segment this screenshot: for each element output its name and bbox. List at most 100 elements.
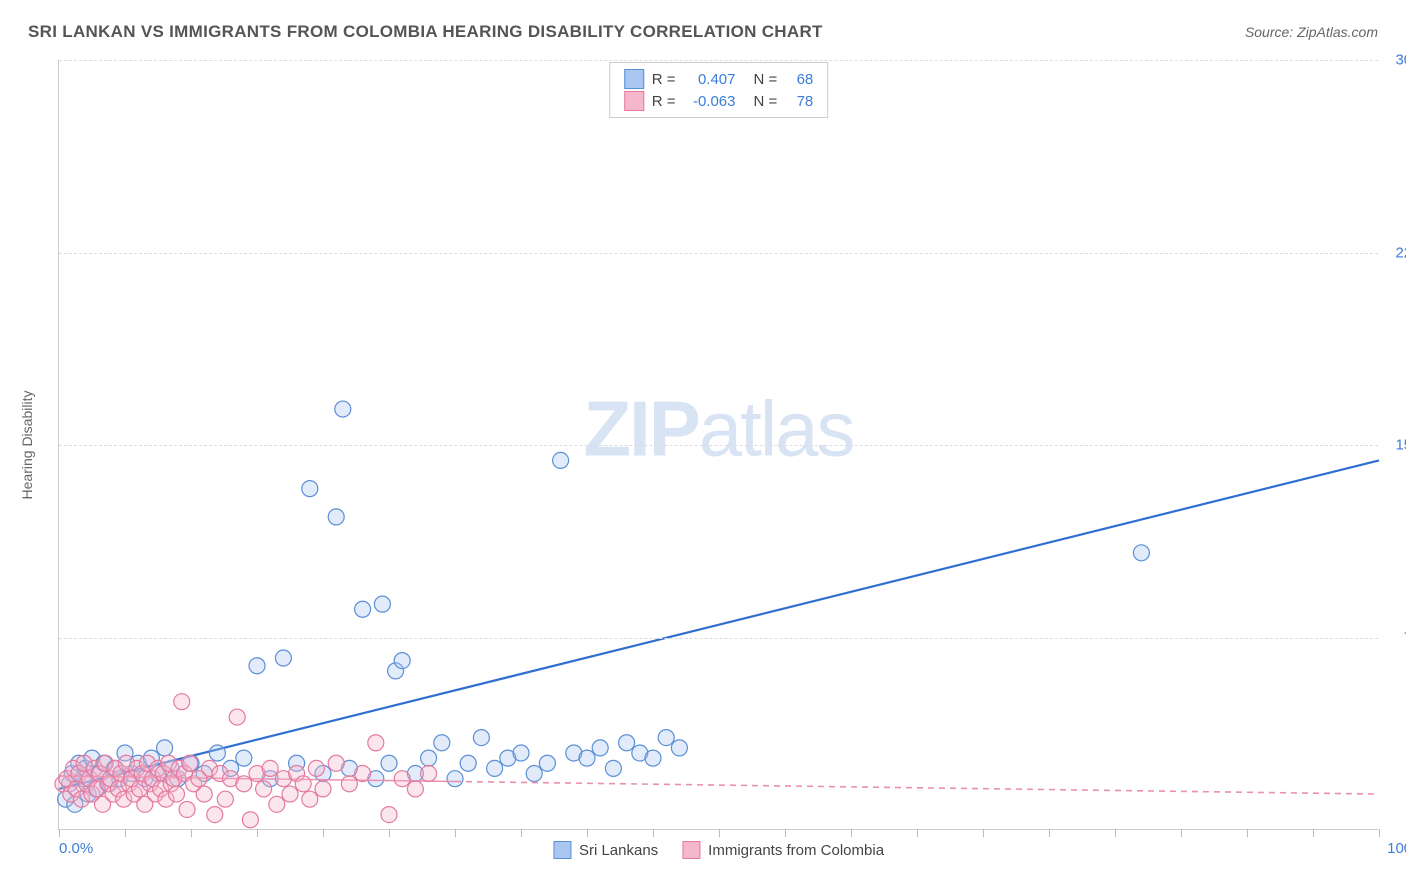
legend-label: Sri Lankans	[579, 842, 658, 859]
stats-row: R =0.407N =68	[624, 68, 814, 90]
data-point	[381, 755, 397, 771]
y-tick-label: 30.0%	[1383, 52, 1406, 69]
legend-item: Sri Lankans	[553, 841, 658, 859]
data-point	[207, 807, 223, 823]
data-point	[196, 786, 212, 802]
y-axis-label: Hearing Disability	[19, 390, 35, 499]
data-point	[381, 807, 397, 823]
data-point	[315, 781, 331, 797]
x-tick	[917, 829, 918, 837]
x-tick	[1379, 829, 1380, 837]
gridline	[59, 60, 1378, 61]
y-tick-label: 15.0%	[1383, 437, 1406, 454]
chart-header: SRI LANKAN VS IMMIGRANTS FROM COLOMBIA H…	[0, 0, 1406, 42]
x-tick	[455, 829, 456, 837]
x-tick	[125, 829, 126, 837]
x-tick	[257, 829, 258, 837]
stats-row: R = -0.063 N = 78	[624, 90, 814, 112]
data-point	[355, 766, 371, 782]
stats-legend: R =0.407N =68R =-0.063N =78	[609, 62, 829, 118]
data-point	[487, 760, 503, 776]
x-tick	[59, 829, 60, 837]
bottom-legend: Sri Lankans Immigrants from Colombia	[553, 841, 884, 859]
r-value: 0.407	[684, 71, 736, 88]
legend-swatch	[682, 841, 700, 859]
data-point	[658, 730, 674, 746]
n-label: N =	[754, 71, 778, 88]
x-tick	[1313, 829, 1314, 837]
y-tick-label: 22.5%	[1383, 244, 1406, 261]
source-attribution: Source: ZipAtlas.com	[1245, 24, 1378, 40]
data-point	[182, 755, 198, 771]
data-point	[341, 776, 357, 792]
x-tick	[323, 829, 324, 837]
x-tick	[521, 829, 522, 837]
gridline	[59, 253, 1378, 254]
x-tick	[983, 829, 984, 837]
r-label: R =	[652, 93, 676, 110]
data-point	[619, 735, 635, 751]
data-point	[256, 781, 272, 797]
data-point	[513, 745, 529, 761]
data-point	[335, 401, 351, 417]
data-point	[605, 760, 621, 776]
data-point	[355, 601, 371, 617]
data-point	[242, 812, 258, 828]
data-point	[282, 786, 298, 802]
data-point	[539, 755, 555, 771]
x-tick	[1247, 829, 1248, 837]
source-prefix: Source:	[1245, 24, 1297, 40]
chart-title: SRI LANKAN VS IMMIGRANTS FROM COLOMBIA H…	[28, 22, 823, 42]
data-point	[645, 750, 661, 766]
data-point	[394, 771, 410, 787]
data-point	[328, 755, 344, 771]
data-point	[421, 750, 437, 766]
x-tick	[1115, 829, 1116, 837]
data-point	[269, 796, 285, 812]
legend-swatch	[553, 841, 571, 859]
data-point	[302, 791, 318, 807]
gridline	[59, 445, 1378, 446]
data-point	[302, 481, 318, 497]
x-tick	[389, 829, 390, 837]
data-point	[579, 750, 595, 766]
data-point	[174, 694, 190, 710]
legend-swatch	[624, 91, 644, 111]
data-point	[236, 750, 252, 766]
gridline	[59, 638, 1378, 639]
x-tick	[1181, 829, 1182, 837]
data-point	[209, 745, 225, 761]
data-point	[526, 766, 542, 782]
data-point	[236, 776, 252, 792]
data-point	[275, 650, 291, 666]
data-point	[1133, 545, 1149, 561]
plot-region: Hearing Disability ZIPatlas R =0.407N =6…	[58, 60, 1378, 830]
x-tick	[719, 829, 720, 837]
r-value: -0.063	[684, 93, 736, 110]
data-point	[249, 658, 265, 674]
legend-item: Immigrants from Colombia	[682, 841, 884, 859]
data-point	[295, 776, 311, 792]
n-value: 78	[785, 93, 813, 110]
data-point	[368, 735, 384, 751]
data-point	[407, 781, 423, 797]
legend-label: Immigrants from Colombia	[708, 842, 884, 859]
r-label: R =	[652, 71, 676, 88]
x-tick	[191, 829, 192, 837]
data-point	[671, 740, 687, 756]
data-point	[308, 760, 324, 776]
data-point	[217, 791, 233, 807]
data-point	[460, 755, 476, 771]
x-max-label: 100.0%	[1387, 840, 1406, 857]
data-point	[553, 452, 569, 468]
x-tick	[653, 829, 654, 837]
n-label: N =	[754, 93, 778, 110]
x-tick	[785, 829, 786, 837]
trend-line	[59, 460, 1379, 789]
data-point	[434, 735, 450, 751]
data-point	[374, 596, 390, 612]
data-point	[394, 653, 410, 669]
data-point	[179, 801, 195, 817]
chart-area: Hearing Disability ZIPatlas R =0.407N =6…	[58, 60, 1378, 830]
source-name: ZipAtlas.com	[1297, 24, 1378, 40]
